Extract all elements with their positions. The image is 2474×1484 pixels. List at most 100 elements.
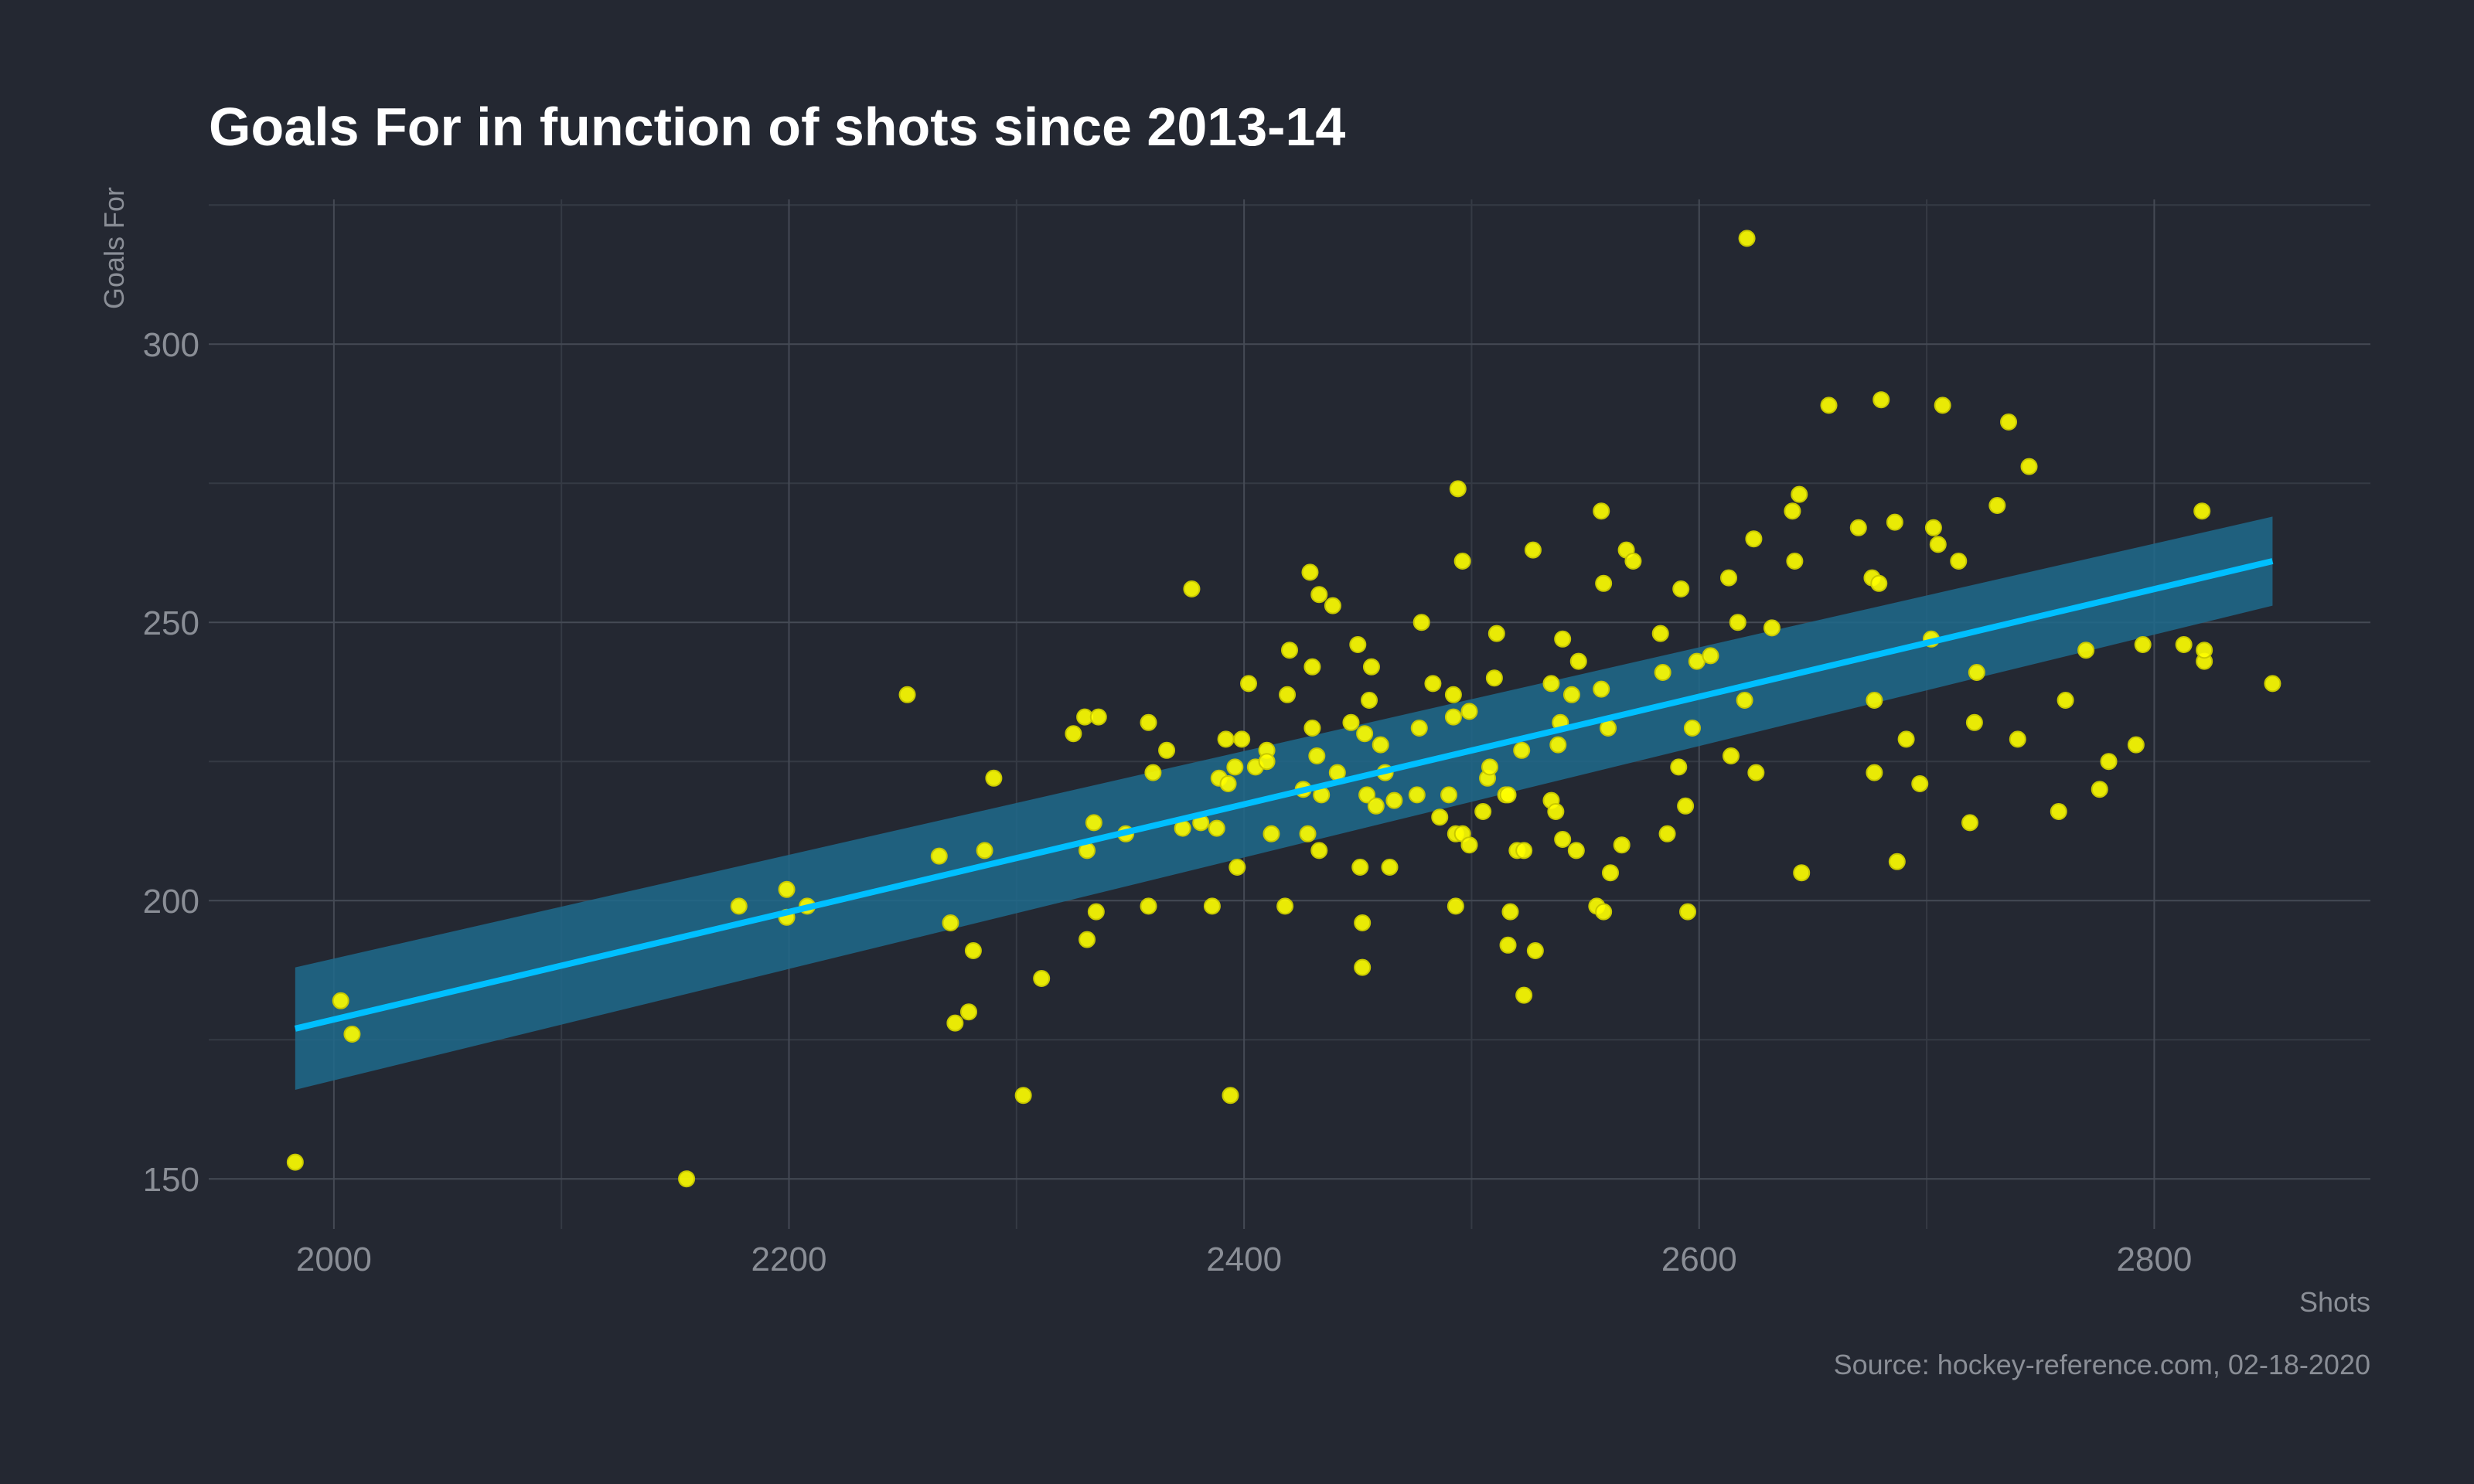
data-point bbox=[1554, 831, 1572, 848]
data-point bbox=[1303, 658, 1321, 676]
data-point bbox=[2050, 803, 2067, 820]
data-point bbox=[1747, 764, 1765, 781]
data-point bbox=[1226, 758, 1244, 776]
x-tick-label: 2200 bbox=[751, 1241, 827, 1278]
data-point bbox=[1460, 836, 1478, 854]
data-point bbox=[1431, 808, 1449, 826]
data-point bbox=[1897, 730, 1915, 748]
data-point bbox=[1988, 497, 2006, 514]
data-point bbox=[1722, 747, 1740, 764]
data-point bbox=[1351, 859, 1369, 876]
data-point bbox=[1217, 730, 1235, 748]
data-point bbox=[1279, 686, 1297, 703]
data-point bbox=[964, 942, 982, 959]
data-point bbox=[1820, 397, 1838, 414]
data-point bbox=[1085, 814, 1102, 832]
data-point bbox=[2193, 502, 2211, 520]
data-point bbox=[1624, 553, 1642, 570]
data-point bbox=[2134, 636, 2152, 653]
data-point bbox=[1014, 1087, 1032, 1104]
y-tick-labels: 150 200 250 300 bbox=[143, 326, 199, 1199]
data-point bbox=[1866, 692, 1883, 709]
data-point bbox=[1924, 519, 1942, 536]
data-point bbox=[2196, 642, 2213, 659]
data-point bbox=[1965, 713, 1983, 731]
data-point bbox=[1263, 825, 1280, 842]
data-point bbox=[2264, 675, 2281, 693]
data-point bbox=[1065, 725, 1082, 743]
data-point bbox=[1593, 680, 1610, 698]
data-point bbox=[1203, 897, 1221, 915]
data-point bbox=[1911, 775, 1929, 792]
y-tick-label: 150 bbox=[143, 1161, 199, 1199]
data-point bbox=[1763, 619, 1781, 637]
source-caption: Source: hockey-reference.com, 02-18-2020 bbox=[1834, 1349, 2370, 1380]
data-point bbox=[1934, 397, 1951, 414]
data-point bbox=[1144, 764, 1162, 781]
data-point bbox=[332, 992, 349, 1009]
chart-title: Goals For in function of shots since 201… bbox=[209, 97, 1345, 157]
data-point bbox=[946, 1014, 964, 1032]
data-point bbox=[1219, 775, 1237, 792]
data-point bbox=[1736, 692, 1753, 709]
data-point bbox=[1481, 758, 1498, 776]
data-point bbox=[1408, 786, 1426, 804]
data-point bbox=[1542, 675, 1560, 693]
data-point bbox=[1547, 803, 1565, 820]
data-point bbox=[1793, 864, 1811, 882]
data-point bbox=[1888, 853, 1906, 870]
data-point bbox=[1562, 686, 1580, 703]
data-point bbox=[1651, 625, 1669, 642]
data-point bbox=[1367, 797, 1385, 815]
data-point bbox=[1600, 720, 1617, 737]
fit-line-layer bbox=[294, 558, 2274, 1032]
data-point bbox=[1089, 708, 1107, 726]
data-point bbox=[1424, 675, 1442, 693]
data-point bbox=[976, 842, 993, 859]
data-point bbox=[2175, 636, 2193, 653]
data-point bbox=[678, 1170, 696, 1188]
data-point bbox=[1670, 758, 1688, 776]
data-point bbox=[1183, 580, 1201, 597]
data-point bbox=[1158, 741, 1176, 759]
data-point bbox=[1499, 786, 1517, 804]
data-point bbox=[1474, 803, 1492, 820]
data-point bbox=[1440, 786, 1458, 804]
data-point bbox=[1079, 931, 1096, 948]
data-point bbox=[1745, 530, 1763, 548]
data-point bbox=[1140, 713, 1157, 731]
data-point bbox=[1385, 791, 1403, 809]
data-point bbox=[1356, 725, 1374, 743]
data-point bbox=[1554, 630, 1572, 648]
data-point bbox=[1677, 797, 1695, 815]
data-point bbox=[2009, 730, 2026, 748]
data-point bbox=[1720, 569, 1738, 587]
data-point bbox=[1276, 897, 1294, 915]
data-point bbox=[1870, 574, 1888, 592]
data-point bbox=[898, 686, 916, 703]
data-point bbox=[1033, 970, 1051, 987]
data-point bbox=[1567, 842, 1585, 859]
data-point bbox=[942, 914, 959, 931]
data-point bbox=[1849, 519, 1867, 536]
data-point bbox=[985, 769, 1003, 787]
data-point bbox=[1679, 903, 1697, 921]
data-point bbox=[1569, 652, 1587, 670]
data-point bbox=[1654, 664, 1671, 681]
data-point bbox=[1613, 836, 1631, 854]
data-point bbox=[1524, 541, 1542, 559]
data-point bbox=[1961, 814, 1979, 832]
data-point bbox=[1258, 753, 1276, 771]
data-point bbox=[1487, 625, 1505, 642]
data-point bbox=[1683, 720, 1701, 737]
data-point bbox=[1381, 859, 1399, 876]
data-point bbox=[1410, 720, 1428, 737]
data-point bbox=[1515, 986, 1533, 1004]
data-point bbox=[2127, 736, 2145, 754]
x-tick-label: 2000 bbox=[296, 1241, 372, 1278]
y-tick-label: 250 bbox=[143, 604, 199, 642]
data-point bbox=[1549, 736, 1567, 754]
data-point bbox=[1515, 842, 1533, 859]
data-point bbox=[1513, 741, 1531, 759]
